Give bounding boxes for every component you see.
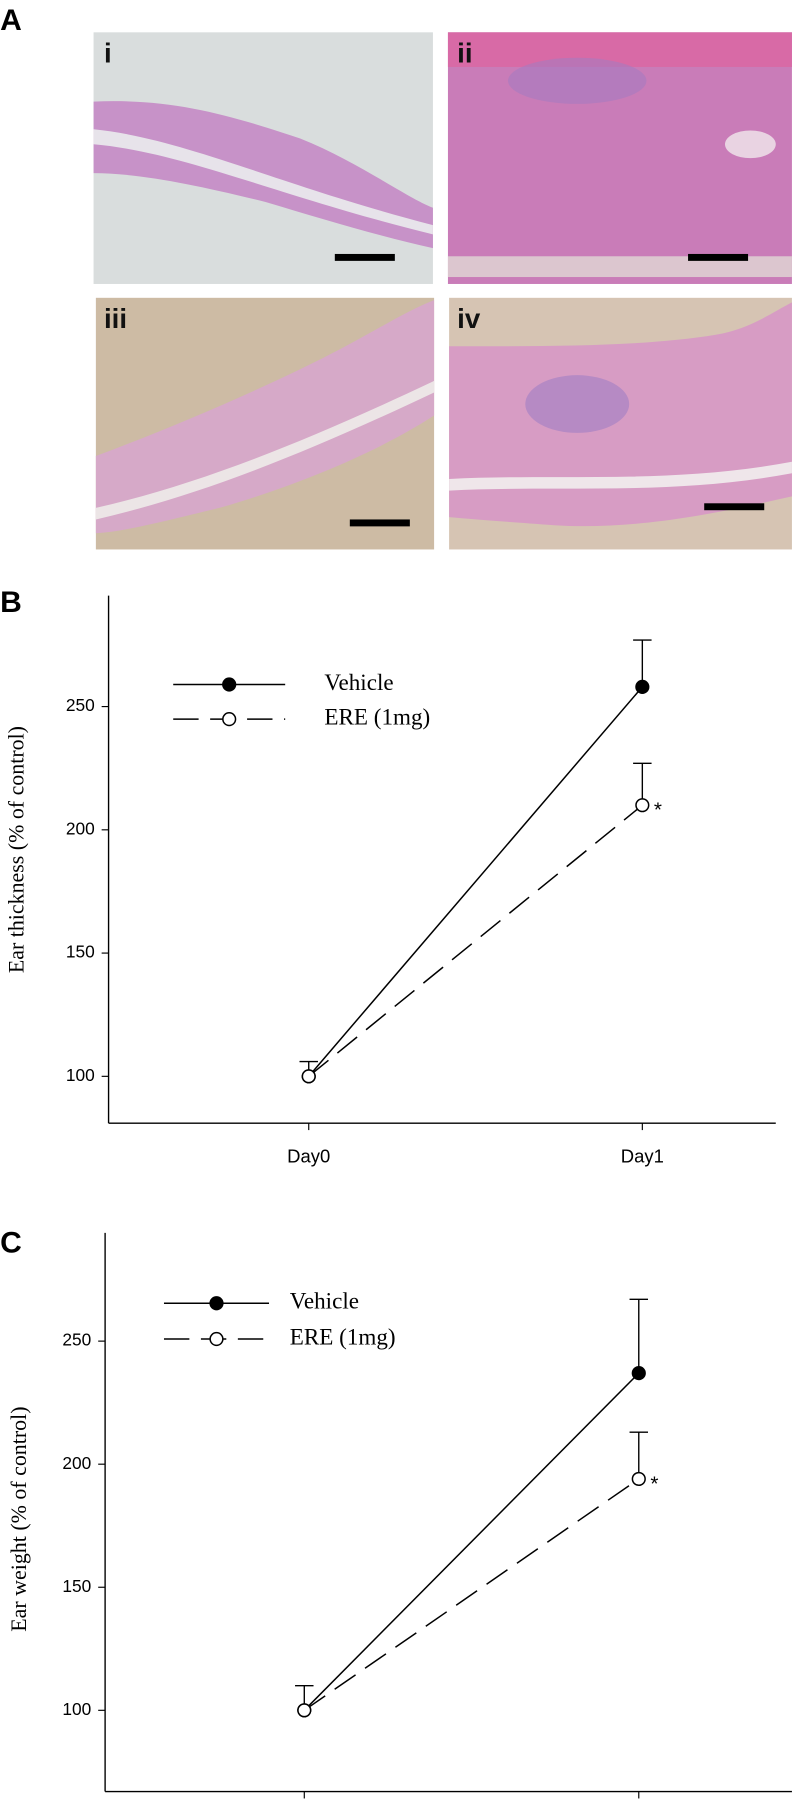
legend-marker	[209, 1331, 224, 1347]
y-tick-label: 200	[66, 818, 95, 838]
image-label: iii	[104, 303, 127, 334]
marker	[635, 798, 650, 813]
series-line	[308, 804, 643, 1077]
series-line	[303, 1478, 640, 1711]
y-tick-label: 150	[62, 1576, 91, 1596]
legend-label: Vehicle	[324, 669, 393, 695]
y-tick-label: 250	[62, 1330, 91, 1350]
image-label: iv	[457, 303, 481, 334]
x-tick-label: Day1	[621, 1145, 664, 1166]
y-tick-label: 100	[62, 1699, 91, 1719]
legend-label: ERE (1mg)	[290, 1323, 396, 1349]
y-tick-label: 200	[62, 1453, 91, 1473]
legend-label: ERE (1mg)	[324, 703, 430, 729]
significance-mark: *	[654, 799, 662, 822]
x-tick-label: Day0	[287, 1145, 330, 1166]
panel-label: B	[0, 586, 22, 619]
panel-label: A	[0, 4, 22, 37]
micrograph: i	[93, 32, 433, 284]
micrograph: ii	[447, 32, 792, 284]
y-axis-label: Ear thickness (% of control)	[4, 726, 29, 973]
series-line	[308, 686, 643, 1077]
y-tick-label: 150	[66, 942, 95, 962]
y-axis-label: Ear weight (% of control)	[6, 1406, 31, 1631]
series-line	[303, 1372, 640, 1711]
marker	[631, 1471, 646, 1487]
significance-mark: *	[650, 1472, 658, 1495]
y-tick-label: 250	[66, 695, 95, 715]
micrograph: iii	[95, 297, 435, 550]
image-label: i	[104, 37, 112, 68]
marker	[635, 679, 650, 694]
panel-label: C	[0, 1226, 22, 1259]
y-tick-label: 100	[66, 1065, 95, 1085]
image-label: ii	[457, 37, 472, 68]
marker	[631, 1366, 646, 1381]
marker	[297, 1703, 312, 1718]
marker	[301, 1069, 316, 1084]
legend-marker	[209, 1296, 224, 1311]
micrograph: iv	[449, 297, 792, 550]
legend-label: Vehicle	[290, 1288, 359, 1314]
legend-marker	[222, 712, 237, 727]
legend-marker	[222, 677, 237, 692]
